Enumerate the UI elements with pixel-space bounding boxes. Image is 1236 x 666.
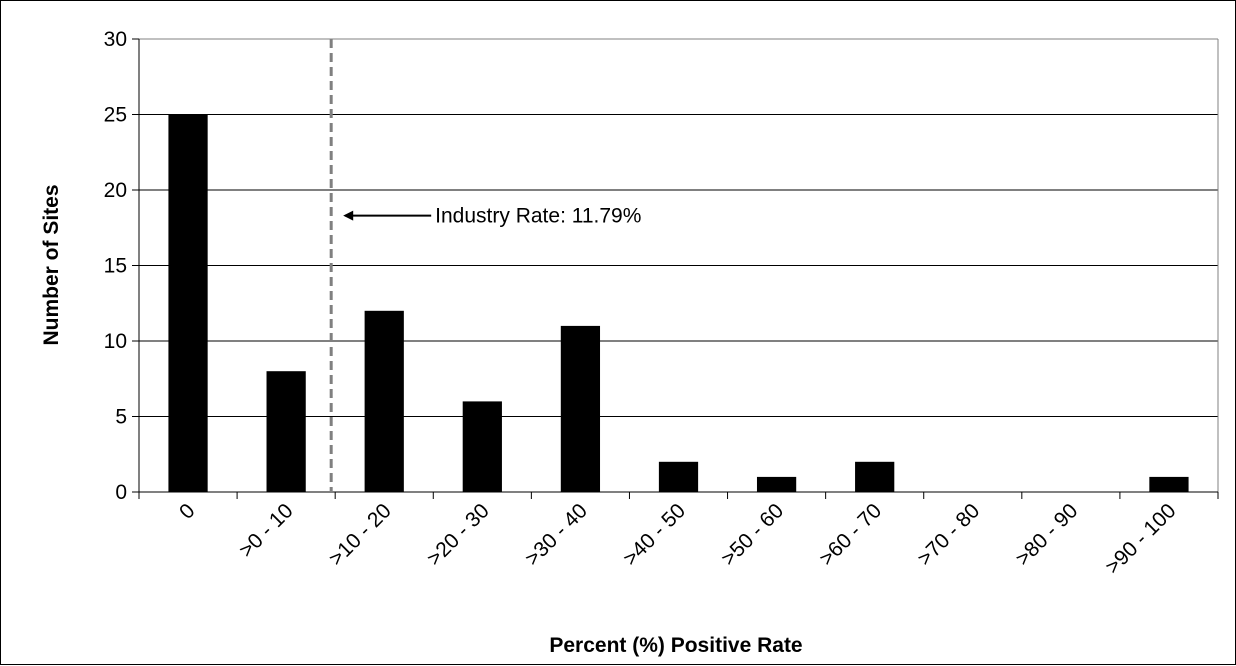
- y-tick-label: 15: [104, 255, 127, 278]
- y-axis-title: Number of Sites: [40, 184, 63, 345]
- reference-line-group: Industry Rate: 11.79%: [329, 39, 641, 492]
- axes: 0 5 10 15 20 25 30 0 >0 - 10 >10 - 20 >20 - 30 >30 …: [104, 28, 1219, 579]
- gridlines: [139, 38, 1218, 417]
- y-tick-label: 20: [104, 179, 127, 202]
- y-tick-label: 30: [104, 28, 127, 51]
- bar: [658, 461, 699, 492]
- x-tick-label: >60 - 70: [815, 499, 886, 570]
- x-tick-label: >70 - 80: [913, 499, 984, 570]
- x-tick-label: >80 - 90: [1011, 499, 1082, 570]
- bar: [855, 461, 895, 492]
- y-tick-label: 0: [115, 481, 127, 504]
- x-tick-label: >10 - 20: [325, 499, 396, 570]
- x-tick-label: >20 - 30: [423, 499, 494, 570]
- bar: [560, 325, 601, 492]
- industry-rate-label: Industry Rate: 11.79%: [435, 205, 641, 228]
- x-tick-label: >0 - 10: [235, 499, 298, 562]
- bar: [462, 401, 502, 492]
- x-tick-label: >30 - 40: [521, 499, 592, 570]
- bar: [168, 114, 208, 492]
- bar: [756, 476, 797, 492]
- bars: [168, 114, 1189, 492]
- x-axis-title: Percent (%) Positive Rate: [549, 634, 802, 657]
- bar: [266, 371, 306, 492]
- annotation-arrowhead: [343, 210, 354, 221]
- y-tick-label: 5: [115, 406, 127, 429]
- bar: [364, 310, 404, 492]
- y-tick-label: 25: [104, 104, 127, 127]
- x-tick-label: >90 - 100: [1101, 499, 1180, 578]
- x-tick-label: >50 - 60: [717, 499, 788, 570]
- x-tick-label: >40 - 50: [619, 499, 690, 570]
- bar: [1149, 476, 1189, 492]
- y-tick-label: 10: [104, 330, 127, 353]
- x-tick-label: 0: [175, 499, 200, 524]
